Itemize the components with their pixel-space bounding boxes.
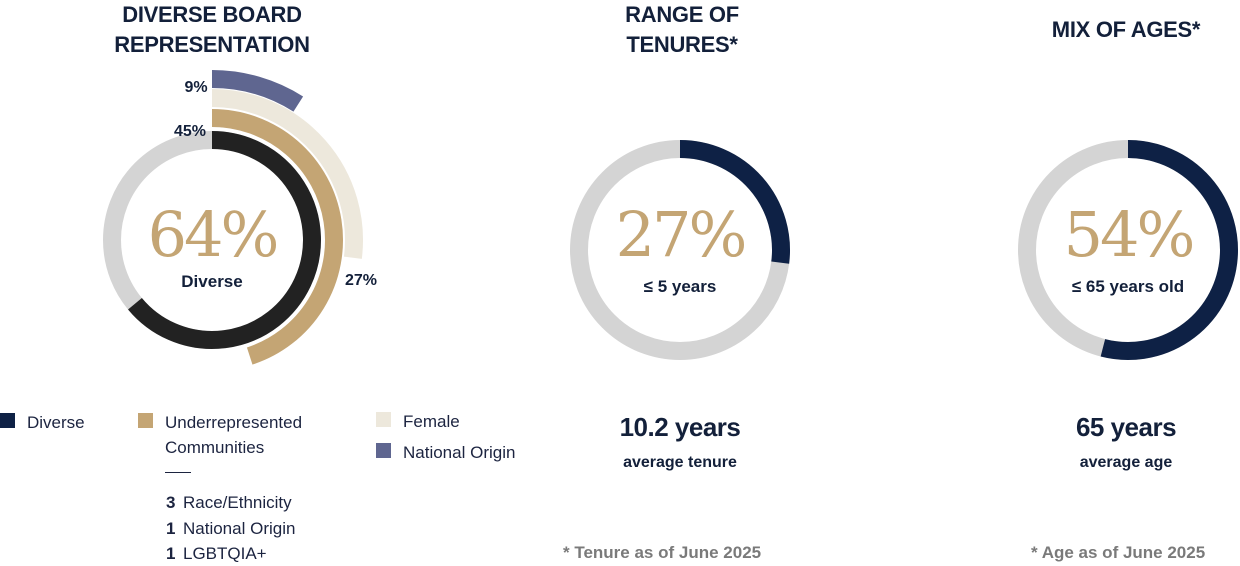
board-arc-female xyxy=(211,89,363,259)
breakdown-row-lgbtqia: 1 LGBTQIA+ xyxy=(166,543,267,565)
legend-swatch-female xyxy=(376,412,391,427)
legend-swatch-underrepresented xyxy=(138,413,153,428)
breakdown-label: LGBTQIA+ xyxy=(183,544,267,563)
legend-label-underrepresented: Underrepresented Communities xyxy=(165,410,302,460)
breakdown-count: 1 xyxy=(166,519,176,538)
ages-title-line-1: MIX OF AGES* xyxy=(1051,17,1201,42)
tenure-title-line-1: RANGE OF xyxy=(625,2,739,27)
board-center-value: 64% xyxy=(148,198,277,271)
tenure-arc-value xyxy=(679,140,790,264)
board-donut-chart: 64% Diverse 9% 45% 27% xyxy=(103,70,377,365)
legend-label-underrepresented-line-1: Underrepresented xyxy=(165,413,303,432)
ages-average-value: 65 years xyxy=(1075,412,1177,442)
tenure-center-value: 27% xyxy=(616,198,745,271)
legend-item-national-origin: National Origin xyxy=(376,440,515,465)
board-title-line-1: DIVERSE BOARD xyxy=(122,2,302,27)
breakdown-row-race: 3 Race/Ethnicity xyxy=(166,492,292,514)
ages-center-value: 54% xyxy=(1064,198,1193,271)
tenure-average-value: 10.2 years xyxy=(619,412,741,442)
breakdown-label: National Origin xyxy=(183,519,296,538)
breakdown-divider xyxy=(165,472,191,473)
board-arc-national-origin xyxy=(211,70,304,112)
legend-label-diverse-line: Diverse xyxy=(27,413,85,432)
board-arc-diverse xyxy=(128,131,321,349)
ages-average-label: average age xyxy=(1079,454,1173,471)
board-arc-underrepresented xyxy=(211,109,343,365)
breakdown-row-national-origin: 1 National Origin xyxy=(166,518,295,540)
legend-label-female-line: Female xyxy=(403,412,460,431)
ages-donut-chart: 54% ≤ 65 years old xyxy=(1018,140,1238,360)
tenure-footnote: * Tenure as of June 2025 xyxy=(563,543,762,562)
tenure-center-label: ≤ 5 years xyxy=(644,277,717,296)
tenure-title-line-2: TENURES* xyxy=(626,32,738,57)
legend-swatch-diverse xyxy=(0,413,15,428)
breakdown-count: 3 xyxy=(166,493,176,512)
legend-item-underrepresented: Underrepresented Communities xyxy=(138,410,302,460)
ages-arc-value xyxy=(1100,140,1238,360)
tenure-title: RANGE OF TENURES* xyxy=(532,0,832,60)
board-label-female: 27% xyxy=(345,272,377,289)
ages-center-label: ≤ 65 years old xyxy=(1072,277,1184,296)
tenure-donut-chart: 27% ≤ 5 years xyxy=(570,140,790,360)
board-center-label: Diverse xyxy=(181,272,242,291)
legend-label-female: Female xyxy=(403,409,460,434)
board-title: DIVERSE BOARD REPRESENTATION xyxy=(62,0,362,60)
board-title-line-2: REPRESENTATION xyxy=(114,32,310,57)
ages-footnote: * Age as of June 2025 xyxy=(1031,543,1206,562)
legend-item-diverse: Diverse xyxy=(0,410,85,435)
legend-item-female: Female xyxy=(376,409,460,434)
legend-label-national-origin-line: National Origin xyxy=(403,443,516,462)
legend-swatch-national-origin xyxy=(376,443,391,458)
legend-label-underrepresented-line-2: Communities xyxy=(165,438,265,457)
ages-title: MIX OF AGES* xyxy=(976,15,1240,45)
tenure-average-label: average tenure xyxy=(623,454,737,471)
legend-label-diverse: Diverse xyxy=(27,410,85,435)
board-label-underrepresented: 45% xyxy=(174,123,206,140)
board-label-national-origin: 9% xyxy=(184,79,207,96)
breakdown-count: 1 xyxy=(166,544,176,563)
legend-label-national-origin: National Origin xyxy=(403,440,515,465)
breakdown-label: Race/Ethnicity xyxy=(183,493,292,512)
